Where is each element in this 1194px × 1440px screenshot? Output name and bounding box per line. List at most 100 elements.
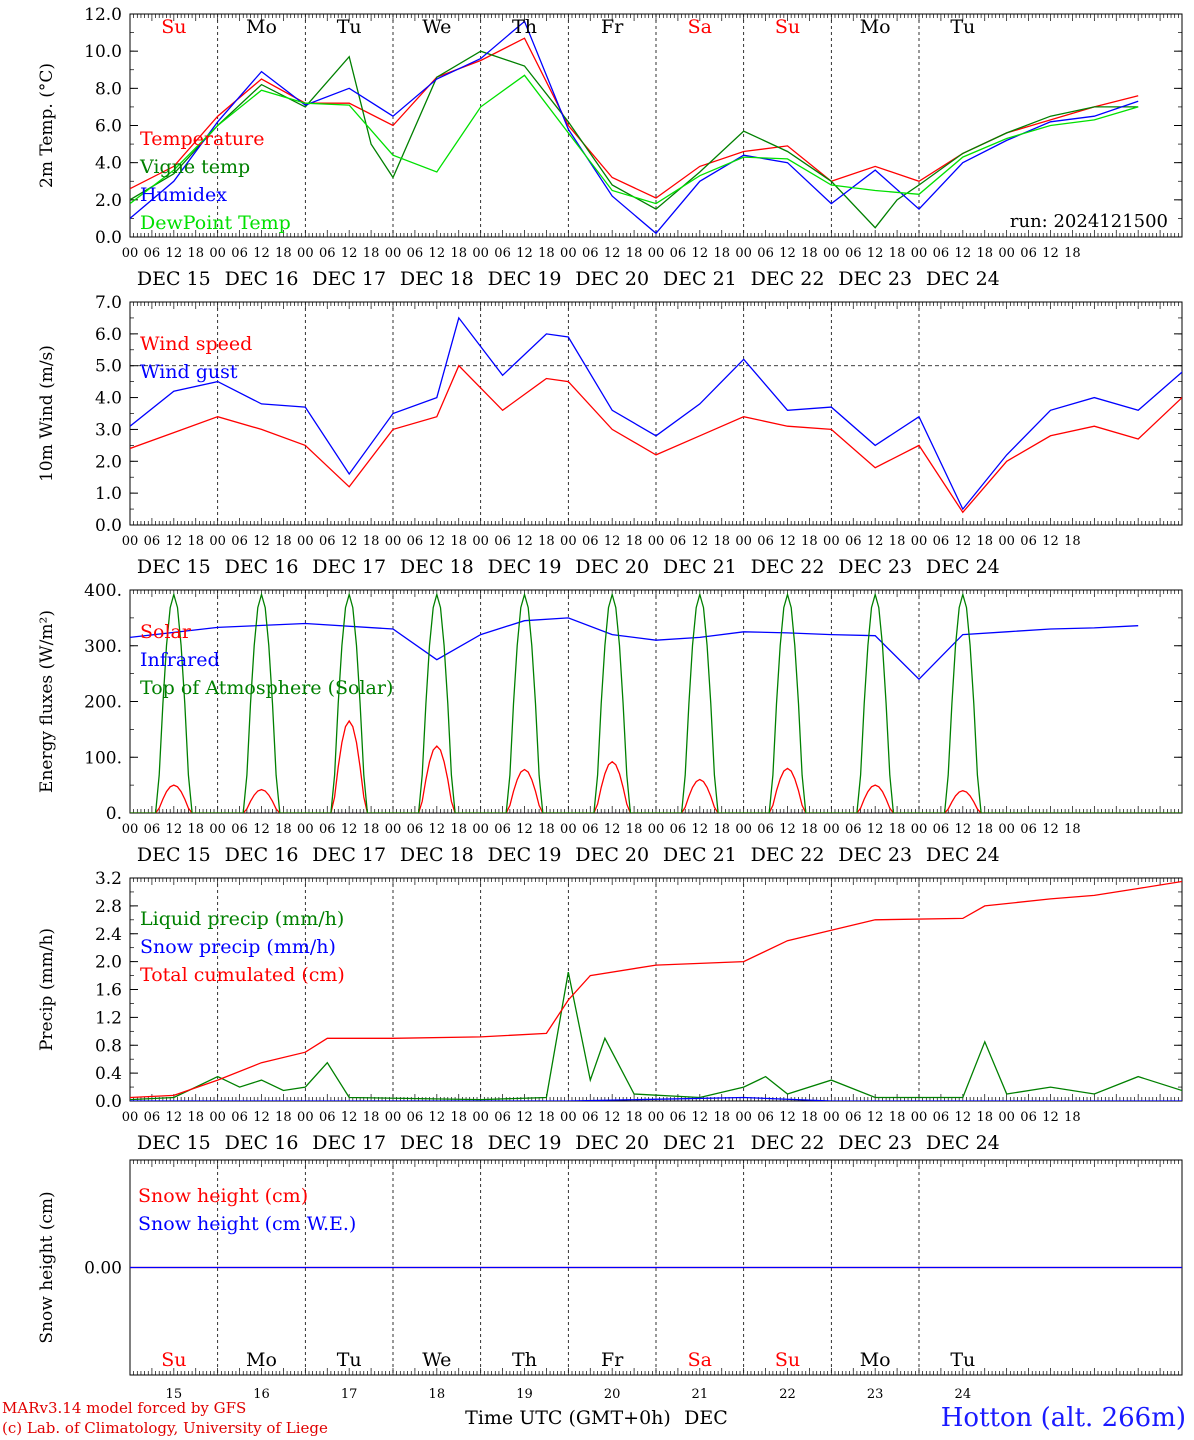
hour-tick-label: 12: [867, 534, 884, 549]
day-number-label: 16: [253, 1387, 270, 1402]
hour-tick-label: 18: [1064, 534, 1081, 549]
hour-tick-label: 06: [582, 1110, 599, 1125]
date-label: DEC 22: [751, 268, 825, 290]
hour-tick-label: 06: [319, 534, 336, 549]
date-label: DEC 16: [225, 1132, 299, 1154]
hour-tick-label: 12: [779, 246, 796, 261]
hour-tick-label: 06: [407, 1110, 424, 1125]
y-tick-label: 6.0: [95, 325, 122, 345]
y-axis-label: Snow height (cm): [37, 1191, 57, 1343]
hour-tick-label: 18: [450, 534, 467, 549]
hour-tick-label: 18: [538, 822, 555, 837]
hour-tick-label: 06: [845, 534, 862, 549]
day-number-label: 15: [166, 1387, 183, 1402]
day-number-label: 17: [341, 1387, 358, 1402]
legend-entry: Liquid precip (mm/h): [140, 908, 344, 930]
hour-tick-label: 18: [275, 822, 292, 837]
hour-tick-label: 12: [516, 246, 533, 261]
series-line-dewpoint-temp: [130, 74, 1139, 205]
hour-tick-label: 00: [385, 822, 402, 837]
date-label: DEC 21: [663, 844, 737, 866]
hour-tick-label: 18: [363, 822, 380, 837]
hour-tick-label: 06: [144, 534, 161, 549]
panel-frame: [129, 589, 1183, 814]
hour-tick-label: 18: [889, 246, 906, 261]
hour-tick-label: 00: [122, 1110, 139, 1125]
weekday-label: Fr: [601, 1349, 624, 1371]
hour-tick-label: 18: [363, 1110, 380, 1125]
weekday-label: Sa: [688, 1349, 712, 1371]
panel-snow: [129, 1159, 1183, 1376]
date-label: DEC 15: [137, 844, 211, 866]
hour-tick-label: 06: [670, 534, 687, 549]
y-tick-label: 400.: [84, 581, 122, 601]
weekday-label: We: [422, 1349, 451, 1371]
hour-tick-label: 12: [341, 534, 358, 549]
y-tick-label: 1.6: [95, 981, 122, 1001]
hour-tick-label: 06: [1020, 246, 1037, 261]
hour-tick-label: 06: [1020, 1110, 1037, 1125]
hour-tick-label: 00: [648, 1110, 665, 1125]
hour-tick-label: 00: [385, 534, 402, 549]
hour-tick-label: 06: [144, 246, 161, 261]
hour-tick-label: 06: [582, 822, 599, 837]
hour-tick-label: 12: [166, 534, 183, 549]
date-label: DEC 23: [838, 844, 912, 866]
hour-tick-label: 18: [187, 1110, 204, 1125]
hour-tick-label: 12: [1042, 246, 1059, 261]
y-tick-label: 6.0: [95, 117, 122, 137]
hour-tick-label: 12: [779, 822, 796, 837]
weekday-label: Th: [512, 1349, 537, 1371]
hour-tick-label: 18: [187, 534, 204, 549]
date-label: DEC 16: [225, 844, 299, 866]
hour-tick-label: 00: [998, 534, 1015, 549]
hour-tick-label: 00: [209, 534, 226, 549]
hour-tick-label: 12: [955, 246, 972, 261]
date-label: DEC 18: [400, 556, 474, 578]
weekday-label: Mo: [860, 16, 891, 38]
hour-tick-label: 18: [538, 534, 555, 549]
y-tick-label: 3.2: [95, 869, 122, 889]
hour-tick-label: 06: [757, 1110, 774, 1125]
hour-tick-label: 18: [626, 822, 643, 837]
legend-entry: Wind gust: [140, 361, 238, 383]
hour-tick-label: 12: [692, 534, 709, 549]
weekday-label: Su: [161, 16, 186, 38]
weekday-label: Tu: [337, 16, 362, 38]
day-number-label: 21: [692, 1387, 709, 1402]
weekday-label: Mo: [246, 16, 277, 38]
hour-tick-label: 00: [472, 246, 489, 261]
date-label: DEC 16: [225, 268, 299, 290]
station-name: Hotton (alt. 266m): [940, 1403, 1186, 1433]
hour-tick-label: 12: [166, 1110, 183, 1125]
hour-tick-label: 00: [297, 534, 314, 549]
hour-tick-label: 18: [1064, 246, 1081, 261]
hour-tick-label: 12: [692, 822, 709, 837]
date-label: DEC 23: [838, 268, 912, 290]
day-number-label: 20: [604, 1387, 621, 1402]
weekday-label: Tu: [950, 16, 975, 38]
series-line-wind-speed: [130, 364, 1182, 514]
day-number-label: 23: [867, 1387, 884, 1402]
hour-tick-label: 00: [823, 534, 840, 549]
series-line-temperature: [130, 37, 1139, 199]
date-label: DEC 15: [137, 268, 211, 290]
date-label: DEC 20: [575, 844, 649, 866]
hour-tick-label: 06: [582, 534, 599, 549]
hour-tick-label: 18: [801, 822, 818, 837]
y-tick-label: 0.8: [95, 1036, 122, 1056]
hour-tick-label: 06: [407, 822, 424, 837]
lab-credit: (c) Lab. of Climatology, University of L…: [2, 1419, 328, 1437]
hour-tick-label: 00: [472, 1110, 489, 1125]
hour-tick-label: 18: [187, 822, 204, 837]
hour-tick-label: 00: [209, 1110, 226, 1125]
date-label: DEC 15: [137, 1132, 211, 1154]
hour-tick-label: 12: [253, 822, 270, 837]
hour-tick-label: 00: [560, 534, 577, 549]
date-label: DEC 24: [926, 556, 1000, 578]
legend-entry: Snow precip (mm/h): [140, 936, 336, 958]
hour-tick-label: 00: [560, 1110, 577, 1125]
day-number-label: 19: [516, 1387, 533, 1402]
y-tick-label: 2.0: [95, 191, 122, 211]
model-credit: MARv3.14 model forced by GFS: [2, 1399, 247, 1417]
